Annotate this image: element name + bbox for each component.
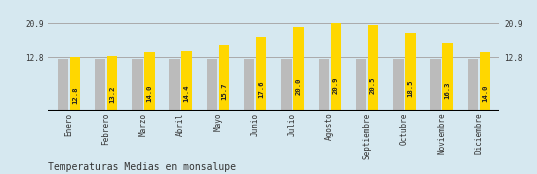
Text: 14.0: 14.0	[147, 85, 153, 102]
Bar	[144, 52, 155, 111]
Bar	[57, 59, 68, 111]
Bar	[442, 43, 453, 111]
Bar	[393, 59, 404, 111]
Text: 20.5: 20.5	[370, 77, 376, 94]
Bar	[405, 33, 416, 111]
Text: 18.5: 18.5	[407, 79, 413, 97]
Text: 20.0: 20.0	[295, 77, 301, 95]
Text: 12.8: 12.8	[72, 86, 78, 104]
Bar	[368, 25, 378, 111]
Bar	[70, 57, 80, 111]
Bar	[293, 27, 304, 111]
Bar	[480, 52, 490, 111]
Bar	[182, 51, 192, 111]
Bar	[207, 59, 217, 111]
Bar	[281, 59, 292, 111]
Bar	[170, 59, 180, 111]
Bar	[431, 59, 441, 111]
Text: 20.9: 20.9	[333, 76, 339, 94]
Text: 14.4: 14.4	[184, 84, 190, 102]
Text: 15.7: 15.7	[221, 83, 227, 100]
Bar	[256, 37, 266, 111]
Text: 17.6: 17.6	[258, 80, 264, 98]
Bar	[132, 59, 143, 111]
Text: Temperaturas Medias en monsalupe: Temperaturas Medias en monsalupe	[48, 162, 236, 172]
Bar	[468, 59, 478, 111]
Bar	[95, 59, 105, 111]
Bar	[318, 59, 329, 111]
Bar	[219, 45, 229, 111]
Bar	[356, 59, 366, 111]
Text: 13.2: 13.2	[109, 86, 115, 103]
Bar	[331, 23, 341, 111]
Bar	[244, 59, 255, 111]
Text: 14.0: 14.0	[482, 85, 488, 102]
Text: 16.3: 16.3	[445, 82, 451, 100]
Bar	[107, 56, 117, 111]
